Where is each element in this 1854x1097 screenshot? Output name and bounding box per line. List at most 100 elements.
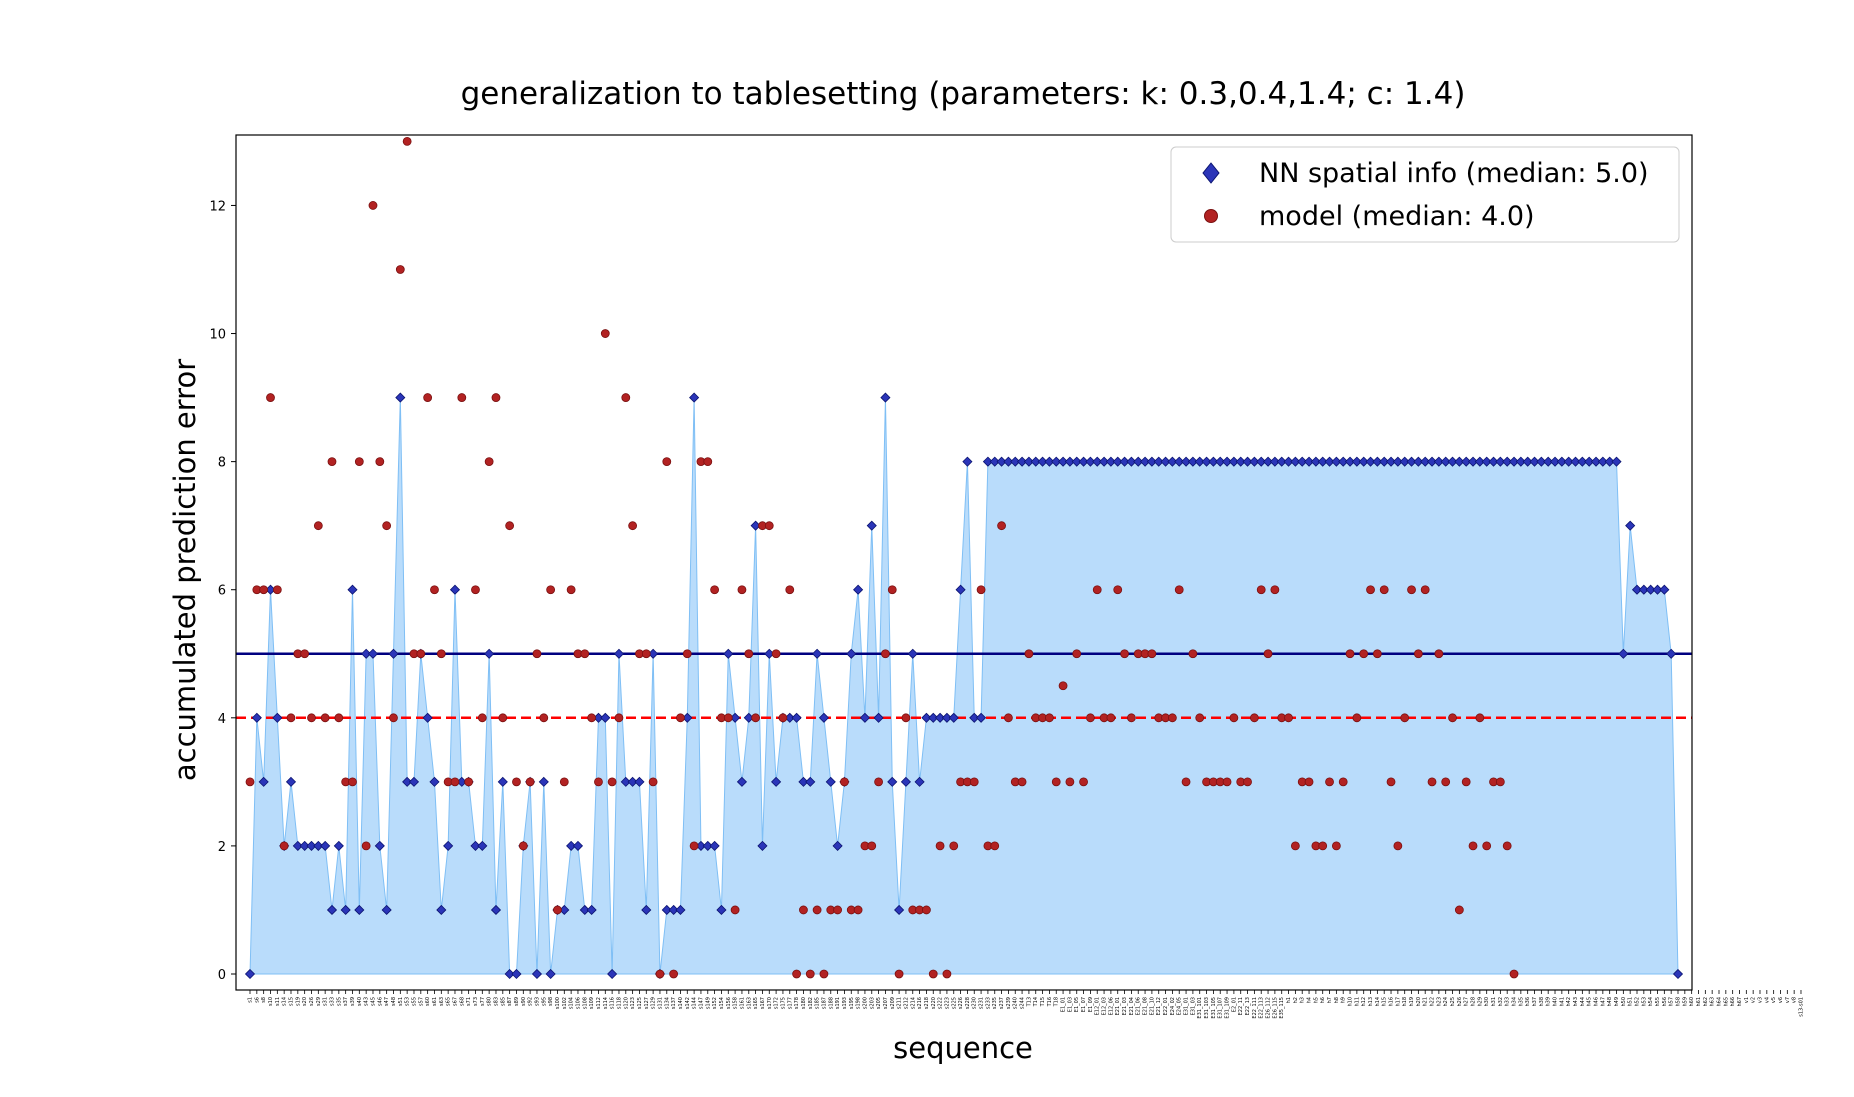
x-tick-label: E22_01 (1163, 997, 1169, 1015)
plot-area (235, 134, 1693, 991)
model-point (1086, 713, 1095, 723)
x-tick-label: h22 (1430, 997, 1436, 1007)
model-point (607, 777, 617, 787)
nn-point (1201, 456, 1212, 467)
nn-point (887, 776, 898, 787)
nn-point (1392, 456, 1403, 467)
nn-point (1481, 456, 1492, 467)
x-tick-label: s114 (603, 997, 609, 1009)
nn-point (326, 904, 338, 916)
x-tick-label: E1_01 (1061, 997, 1067, 1012)
x-tick-label: h6 (1320, 997, 1326, 1003)
nn-point (1563, 456, 1574, 467)
model-point (1407, 585, 1416, 595)
nn-point (1454, 456, 1465, 467)
model-point (266, 393, 275, 402)
model-point (286, 713, 296, 723)
nn-point (620, 776, 631, 787)
x-tick-label: s188 (828, 997, 834, 1009)
nn-point (1508, 456, 1520, 467)
model-point (1004, 713, 1013, 723)
x-tick-label: s77 (480, 997, 486, 1006)
x-tick-label: E12_01 (1095, 997, 1101, 1015)
model-point (969, 777, 979, 787)
x-tick-label: s131 (657, 997, 663, 1009)
x-tick-label: s149 (705, 997, 711, 1009)
nn-point (1385, 456, 1397, 467)
x-tick-label: s158 (733, 997, 739, 1009)
x-tick-label: s89 (514, 997, 520, 1006)
x-tick-label: h57 (1669, 997, 1675, 1007)
nn-point (1003, 456, 1014, 467)
model-point (771, 649, 781, 659)
x-tick-label: s61 (432, 997, 438, 1006)
x-tick-label: h34 (1512, 997, 1518, 1007)
nn-point (1570, 456, 1581, 467)
model-point (1065, 777, 1075, 787)
x-tick-label: s95 (541, 997, 547, 1006)
x-tick-label: s45 (370, 997, 376, 1006)
x-tick-label: s187 (821, 997, 827, 1009)
nn-point (1447, 456, 1458, 467)
nn-point (1379, 456, 1390, 467)
nn-point (1474, 456, 1485, 467)
model-point (935, 841, 945, 851)
nn-point (490, 904, 502, 916)
chart-title: generalization to tablesetting (paramete… (461, 76, 1466, 112)
model-point (484, 457, 494, 467)
model-point (669, 969, 679, 979)
x-tick-label: E31_109 (1225, 997, 1231, 1019)
x-tick-label: h56 (1662, 997, 1668, 1007)
x-tick-label: v2 (1751, 997, 1757, 1003)
x-tick-label: h59 (1682, 997, 1688, 1007)
model-point (1420, 585, 1430, 595)
nn-point (1502, 456, 1513, 467)
x-tick-label: s123 (630, 997, 636, 1009)
x-tick-label: E24_02 (1170, 997, 1176, 1015)
x-tick-label: h1 (1286, 997, 1292, 1003)
x-tick-label: s220 (931, 997, 937, 1009)
nn-point (1085, 456, 1096, 467)
model-point (1092, 585, 1102, 595)
x-tick-label: s73 (473, 997, 479, 1006)
nn-point (1180, 456, 1192, 467)
x-tick-label: s178 (794, 997, 800, 1009)
nn-point (989, 456, 1000, 467)
x-tick-label: s175 (780, 997, 786, 1009)
model-point (430, 585, 439, 595)
x-tick-label: h12 (1361, 997, 1367, 1007)
nn-point (1092, 456, 1103, 467)
model-point (689, 841, 699, 851)
model-point (450, 777, 460, 787)
x-tick-label: s125 (637, 997, 643, 1009)
x-tick-label: s120 (623, 997, 629, 1009)
model-point (1195, 713, 1205, 723)
x-tick-label: s140 (678, 997, 684, 1009)
x-tick-label: s46 (377, 997, 383, 1006)
nn-point (572, 840, 584, 851)
nn-point (1536, 456, 1547, 467)
x-tick-label: s177 (787, 997, 793, 1009)
x-tick-label: s68 (459, 997, 465, 1006)
nn-point (292, 840, 303, 851)
nn-point (1112, 456, 1123, 467)
y-tick-label: 0 (218, 968, 226, 983)
y-tick-label: 10 (209, 328, 226, 343)
nn-point (1010, 456, 1021, 467)
x-tick-label: s216 (917, 997, 923, 1009)
x-tick-label: h39 (1546, 997, 1552, 1007)
x-tick-label: h28 (1471, 997, 1477, 1007)
x-tick-label: v7 (1785, 997, 1791, 1003)
nn-point (996, 456, 1007, 467)
nn-point (736, 776, 748, 787)
x-tick-label: s1 (248, 997, 254, 1003)
model-point (1345, 649, 1355, 659)
nn-point (1358, 456, 1369, 467)
x-tick-label: h15 (1382, 997, 1388, 1007)
x-tick-label: h31 (1491, 997, 1497, 1007)
y-axis: 0 2 4 6 8 10 12 (209, 199, 236, 983)
x-tick-label: E31_103 (1204, 997, 1210, 1019)
nn-point (306, 840, 317, 851)
x-tick-label: s170 (767, 997, 773, 1009)
x-tick-label: s51 (398, 997, 404, 1006)
